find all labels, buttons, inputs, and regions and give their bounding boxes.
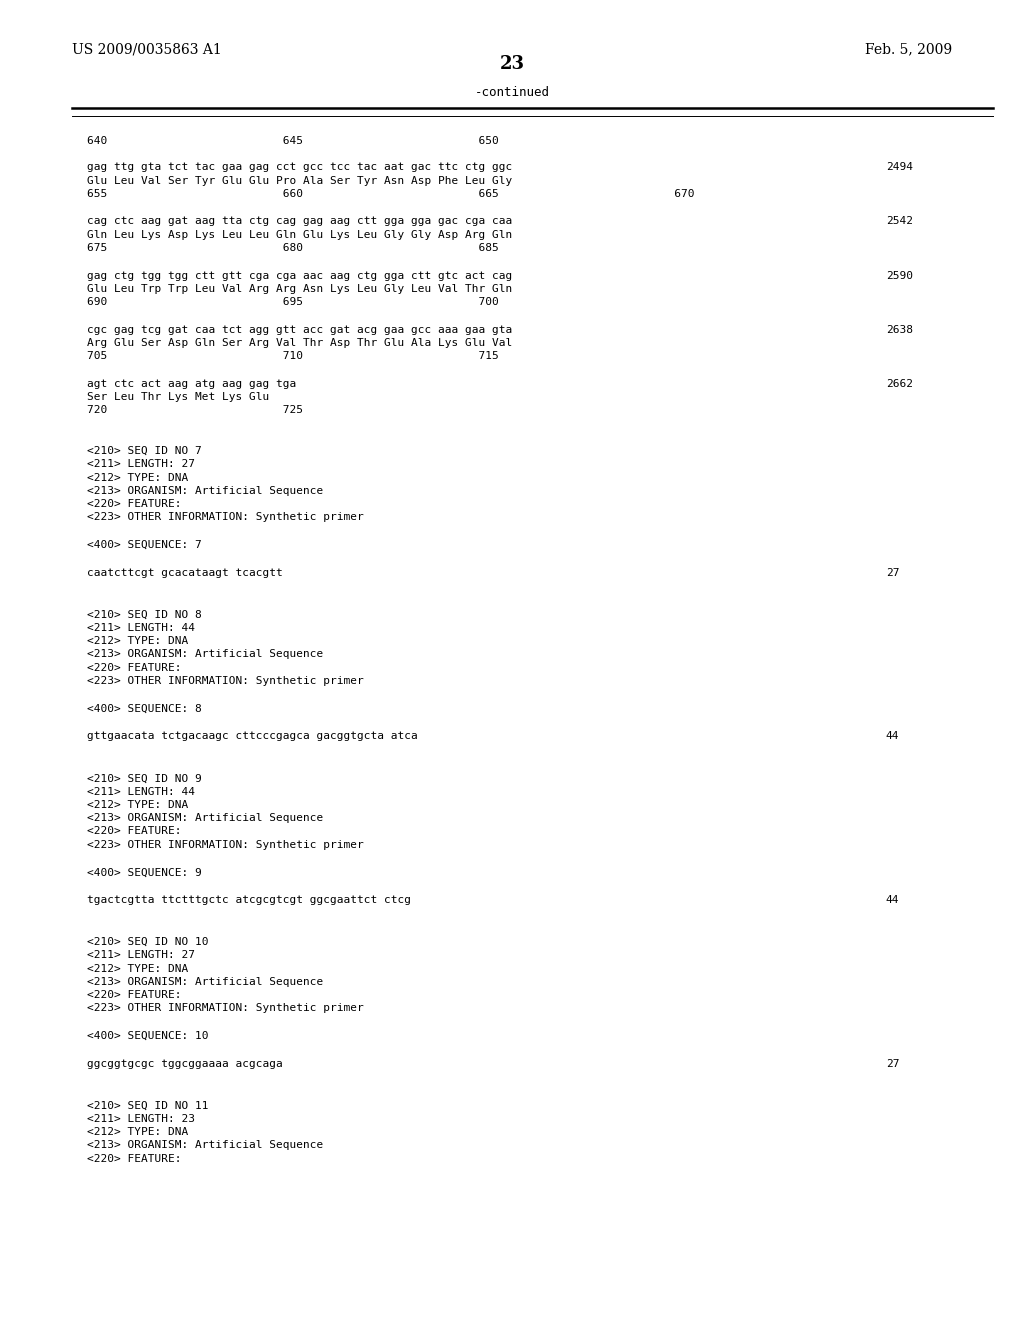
Text: <400> SEQUENCE: 7: <400> SEQUENCE: 7 — [87, 540, 202, 550]
Text: <210> SEQ ID NO 7: <210> SEQ ID NO 7 — [87, 446, 202, 457]
Text: <210> SEQ ID NO 10: <210> SEQ ID NO 10 — [87, 937, 209, 948]
Text: 44: 44 — [886, 895, 899, 906]
Text: <220> FEATURE:: <220> FEATURE: — [87, 990, 181, 1001]
Text: <210> SEQ ID NO 9: <210> SEQ ID NO 9 — [87, 774, 202, 784]
Text: <220> FEATURE:: <220> FEATURE: — [87, 1154, 181, 1164]
Text: <400> SEQUENCE: 8: <400> SEQUENCE: 8 — [87, 704, 202, 714]
Text: Arg Glu Ser Asp Gln Ser Arg Val Thr Asp Thr Glu Ala Lys Glu Val: Arg Glu Ser Asp Gln Ser Arg Val Thr Asp … — [87, 338, 512, 348]
Text: <212> TYPE: DNA: <212> TYPE: DNA — [87, 636, 188, 647]
Text: 2542: 2542 — [886, 216, 912, 227]
Text: 640                          645                          650: 640 645 650 — [87, 136, 499, 147]
Text: <213> ORGANISM: Artificial Sequence: <213> ORGANISM: Artificial Sequence — [87, 486, 324, 496]
Text: 720                          725: 720 725 — [87, 405, 303, 416]
Text: <211> LENGTH: 27: <211> LENGTH: 27 — [87, 459, 195, 470]
Text: 675                          680                          685: 675 680 685 — [87, 243, 499, 253]
Text: Glu Leu Trp Trp Leu Val Arg Arg Asn Lys Leu Gly Leu Val Thr Gln: Glu Leu Trp Trp Leu Val Arg Arg Asn Lys … — [87, 284, 512, 294]
Text: <213> ORGANISM: Artificial Sequence: <213> ORGANISM: Artificial Sequence — [87, 1140, 324, 1151]
Text: <212> TYPE: DNA: <212> TYPE: DNA — [87, 1127, 188, 1138]
Text: gttgaacata tctgacaagc cttcccgagca gacggtgcta atca: gttgaacata tctgacaagc cttcccgagca gacggt… — [87, 731, 418, 742]
Text: 27: 27 — [886, 1059, 899, 1069]
Text: 2590: 2590 — [886, 271, 912, 281]
Text: tgactcgtta ttctttgctc atcgcgtcgt ggcgaattct ctcg: tgactcgtta ttctttgctc atcgcgtcgt ggcgaat… — [87, 895, 411, 906]
Text: 23: 23 — [500, 55, 524, 74]
Text: Glu Leu Val Ser Tyr Glu Glu Pro Ala Ser Tyr Asn Asp Phe Leu Gly: Glu Leu Val Ser Tyr Glu Glu Pro Ala Ser … — [87, 176, 512, 186]
Text: <220> FEATURE:: <220> FEATURE: — [87, 663, 181, 673]
Text: <212> TYPE: DNA: <212> TYPE: DNA — [87, 473, 188, 483]
Text: -continued: -continued — [474, 86, 550, 99]
Text: <220> FEATURE:: <220> FEATURE: — [87, 499, 181, 510]
Text: <223> OTHER INFORMATION: Synthetic primer: <223> OTHER INFORMATION: Synthetic prime… — [87, 676, 364, 686]
Text: ggcggtgcgc tggcggaaaa acgcaga: ggcggtgcgc tggcggaaaa acgcaga — [87, 1059, 283, 1069]
Text: <400> SEQUENCE: 9: <400> SEQUENCE: 9 — [87, 867, 202, 878]
Text: 2638: 2638 — [886, 325, 912, 335]
Text: 27: 27 — [886, 568, 899, 578]
Text: 705                          710                          715: 705 710 715 — [87, 351, 499, 362]
Text: <213> ORGANISM: Artificial Sequence: <213> ORGANISM: Artificial Sequence — [87, 649, 324, 660]
Text: caatcttcgt gcacataagt tcacgtt: caatcttcgt gcacataagt tcacgtt — [87, 568, 283, 578]
Text: <212> TYPE: DNA: <212> TYPE: DNA — [87, 800, 188, 810]
Text: cag ctc aag gat aag tta ctg cag gag aag ctt gga gga gac cga caa: cag ctc aag gat aag tta ctg cag gag aag … — [87, 216, 512, 227]
Text: <210> SEQ ID NO 8: <210> SEQ ID NO 8 — [87, 610, 202, 620]
Text: gag ctg tgg tgg ctt gtt cga cga aac aag ctg gga ctt gtc act cag: gag ctg tgg tgg ctt gtt cga cga aac aag … — [87, 271, 512, 281]
Text: Feb. 5, 2009: Feb. 5, 2009 — [865, 42, 952, 57]
Text: agt ctc act aag atg aag gag tga: agt ctc act aag atg aag gag tga — [87, 379, 296, 389]
Text: 690                          695                          700: 690 695 700 — [87, 297, 499, 308]
Text: <223> OTHER INFORMATION: Synthetic primer: <223> OTHER INFORMATION: Synthetic prime… — [87, 1003, 364, 1014]
Text: <211> LENGTH: 44: <211> LENGTH: 44 — [87, 623, 195, 634]
Text: Gln Leu Lys Asp Lys Leu Leu Gln Glu Lys Leu Gly Gly Asp Arg Gln: Gln Leu Lys Asp Lys Leu Leu Gln Glu Lys … — [87, 230, 512, 240]
Text: 44: 44 — [886, 731, 899, 742]
Text: <211> LENGTH: 27: <211> LENGTH: 27 — [87, 950, 195, 961]
Text: <220> FEATURE:: <220> FEATURE: — [87, 826, 181, 837]
Text: US 2009/0035863 A1: US 2009/0035863 A1 — [72, 42, 221, 57]
Text: <211> LENGTH: 23: <211> LENGTH: 23 — [87, 1114, 195, 1125]
Text: <211> LENGTH: 44: <211> LENGTH: 44 — [87, 787, 195, 797]
Text: Ser Leu Thr Lys Met Lys Glu: Ser Leu Thr Lys Met Lys Glu — [87, 392, 269, 403]
Text: <210> SEQ ID NO 11: <210> SEQ ID NO 11 — [87, 1101, 209, 1111]
Text: 2662: 2662 — [886, 379, 912, 389]
Text: gag ttg gta tct tac gaa gag cct gcc tcc tac aat gac ttc ctg ggc: gag ttg gta tct tac gaa gag cct gcc tcc … — [87, 162, 512, 173]
Text: <223> OTHER INFORMATION: Synthetic primer: <223> OTHER INFORMATION: Synthetic prime… — [87, 840, 364, 850]
Text: 2494: 2494 — [886, 162, 912, 173]
Text: <213> ORGANISM: Artificial Sequence: <213> ORGANISM: Artificial Sequence — [87, 977, 324, 987]
Text: cgc gag tcg gat caa tct agg gtt acc gat acg gaa gcc aaa gaa gta: cgc gag tcg gat caa tct agg gtt acc gat … — [87, 325, 512, 335]
Text: <212> TYPE: DNA: <212> TYPE: DNA — [87, 964, 188, 974]
Text: <223> OTHER INFORMATION: Synthetic primer: <223> OTHER INFORMATION: Synthetic prime… — [87, 512, 364, 523]
Text: <400> SEQUENCE: 10: <400> SEQUENCE: 10 — [87, 1031, 209, 1041]
Text: 655                          660                          665                   : 655 660 665 — [87, 189, 694, 199]
Text: <213> ORGANISM: Artificial Sequence: <213> ORGANISM: Artificial Sequence — [87, 813, 324, 824]
